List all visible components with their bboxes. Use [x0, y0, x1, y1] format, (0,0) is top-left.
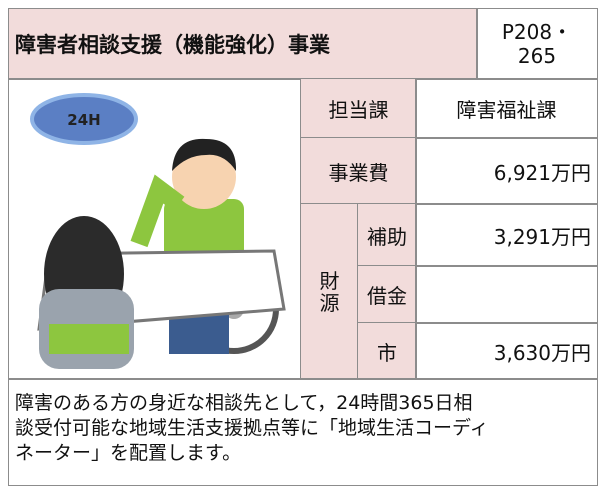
value-cell: 障害福祉課 [415, 78, 598, 139]
value: 障害福祉課 [457, 94, 557, 123]
value: 6,921万円 [494, 157, 591, 186]
page-ref: 265 [518, 44, 556, 68]
sheet: 障害者相談支援（機能強化）事業 P208・ 265 24H 担当課 障害福祉課 … [8, 8, 598, 486]
value-cell [415, 265, 598, 324]
value-cell: 3,630万円 [415, 322, 598, 380]
label: 源 [320, 292, 340, 314]
label-cell: 事業費 [300, 137, 417, 205]
description-line: 障害のある方の身近な相談先として，24時間365日相 [15, 391, 473, 416]
page-ref: P208・ [502, 20, 572, 44]
label: 借金 [367, 280, 407, 309]
illustration-cell: 24H [8, 78, 302, 380]
label-cell: 担当課 [300, 78, 417, 139]
description-cell: 障害のある方の身近な相談先として，24時間365日相 談受付可能な地域生活支援拠… [8, 378, 598, 486]
value: 3,630万円 [494, 337, 591, 366]
page-cell: P208・ 265 [476, 8, 598, 80]
label: 事業費 [329, 157, 389, 186]
illustration: 24H [9, 79, 299, 377]
label-cell: 市 [357, 322, 417, 380]
label: 財 [320, 270, 340, 292]
label: 補助 [367, 221, 407, 250]
value: 3,291万円 [494, 221, 591, 250]
page: 障害者相談支援（機能強化）事業 P208・ 265 24H 担当課 障害福祉課 … [0, 0, 601, 489]
value-cell: 6,921万円 [415, 137, 598, 205]
label-cell: 借金 [357, 265, 417, 324]
badge-text: 24H [67, 111, 100, 129]
title-cell: 障害者相談支援（機能強化）事業 [8, 8, 478, 80]
label-cell: 補助 [357, 203, 417, 267]
value-cell: 3,291万円 [415, 203, 598, 267]
label: 担当課 [329, 94, 389, 123]
description-line: ネーター」を配置します。 [15, 441, 241, 466]
description-line: 談受付可能な地域生活支援拠点等に「地域生活コーディ [15, 416, 489, 441]
label: 市 [377, 337, 397, 366]
funding-label-cell: 財 源 [300, 203, 359, 380]
title: 障害者相談支援（機能強化）事業 [15, 29, 330, 59]
